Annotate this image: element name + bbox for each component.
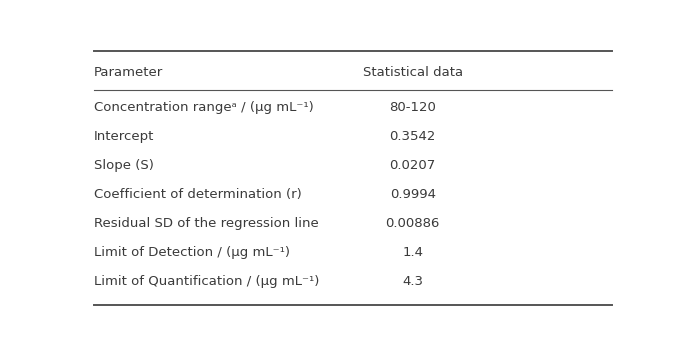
Text: Limit of Detection / (µg mL⁻¹): Limit of Detection / (µg mL⁻¹) — [94, 246, 289, 259]
Text: Coefficient of determination (r): Coefficient of determination (r) — [94, 188, 301, 201]
Text: Slope (S): Slope (S) — [94, 159, 154, 172]
Text: 1.4: 1.4 — [402, 246, 423, 259]
Text: Concentration rangeᵃ / (µg mL⁻¹): Concentration rangeᵃ / (µg mL⁻¹) — [94, 101, 314, 114]
Text: 0.00886: 0.00886 — [386, 217, 440, 230]
Text: Parameter: Parameter — [94, 66, 163, 79]
Text: 0.3542: 0.3542 — [390, 130, 436, 143]
Text: 0.0207: 0.0207 — [390, 159, 436, 172]
Text: Residual SD of the regression line: Residual SD of the regression line — [94, 217, 318, 230]
Text: Intercept: Intercept — [94, 130, 154, 143]
Text: 4.3: 4.3 — [402, 275, 423, 288]
Text: 0.9994: 0.9994 — [390, 188, 436, 201]
Text: 80-120: 80-120 — [389, 101, 436, 114]
Text: Statistical data: Statistical data — [363, 66, 463, 79]
Text: Limit of Quantification / (µg mL⁻¹): Limit of Quantification / (µg mL⁻¹) — [94, 275, 319, 288]
